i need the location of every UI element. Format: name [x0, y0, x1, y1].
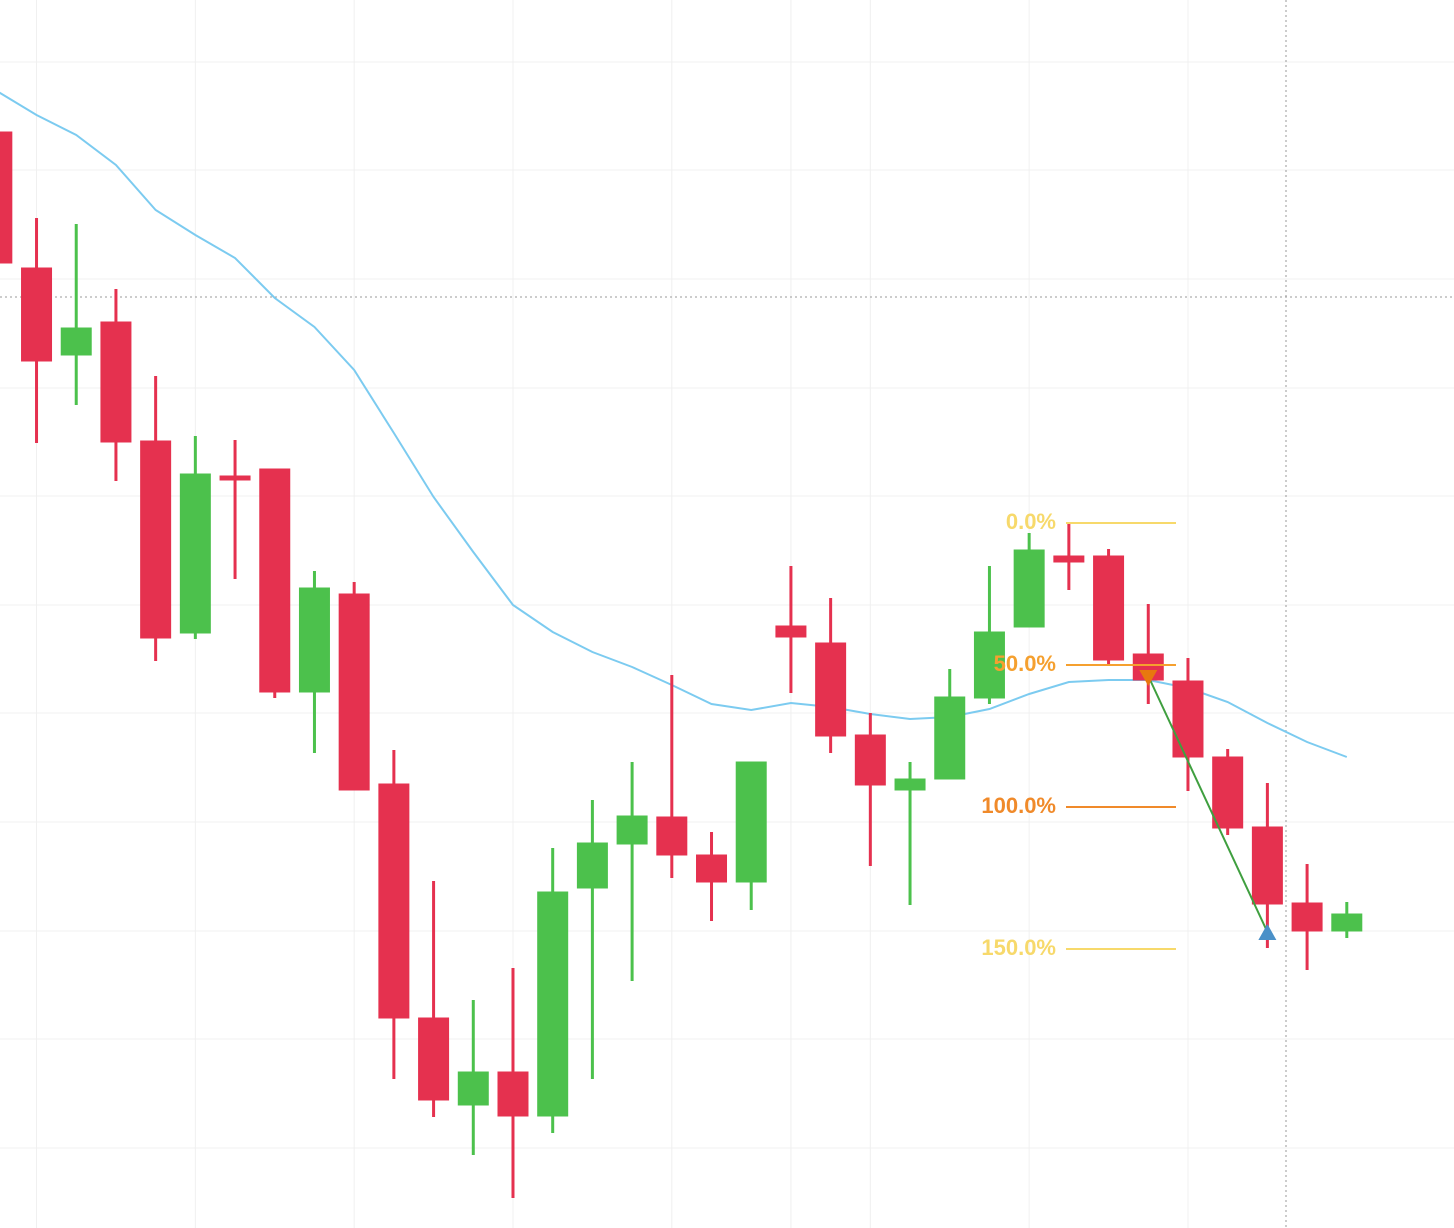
candle-body — [1053, 555, 1085, 563]
candle-body — [100, 321, 132, 443]
candle-body — [0, 131, 13, 264]
candle-body — [497, 1071, 529, 1117]
candle-body — [934, 696, 966, 780]
candle-body — [21, 267, 53, 362]
candle-body — [1331, 913, 1363, 932]
candle-body — [219, 475, 251, 481]
trend-end-marker — [1258, 924, 1277, 940]
candle-body — [60, 327, 92, 356]
candle-body — [1291, 902, 1323, 932]
trend-line — [1147, 675, 1269, 933]
candle-body — [537, 891, 569, 1117]
candle-body — [1093, 555, 1125, 661]
candle-body — [140, 440, 172, 639]
candle-body — [854, 734, 886, 786]
candle-body — [1013, 549, 1045, 628]
candle-body — [179, 473, 211, 634]
candle-body — [576, 842, 608, 889]
candle-body — [338, 593, 370, 791]
candle-body — [1172, 680, 1204, 758]
candle-body — [696, 854, 728, 883]
candle-body — [656, 816, 688, 856]
fib-level-label: 150.0% — [981, 935, 1056, 960]
fib-level-label: 100.0% — [981, 793, 1056, 818]
candle-body — [815, 642, 847, 737]
candle-body — [616, 815, 648, 845]
candle-body — [1251, 826, 1283, 905]
candle-body — [735, 761, 767, 883]
candle-body — [973, 631, 1005, 699]
candle-body — [298, 587, 330, 693]
candle-body — [457, 1071, 489, 1106]
fib-level-label: 0.0% — [1006, 509, 1056, 534]
candle-body — [418, 1017, 450, 1101]
fib-level-label: 50.0% — [994, 651, 1056, 676]
trend-start-marker — [1139, 670, 1158, 686]
candle-body — [775, 625, 807, 638]
candle-body — [894, 778, 926, 791]
candle-body — [378, 783, 410, 1019]
candle-body — [1212, 756, 1244, 829]
candle-body — [259, 468, 291, 693]
